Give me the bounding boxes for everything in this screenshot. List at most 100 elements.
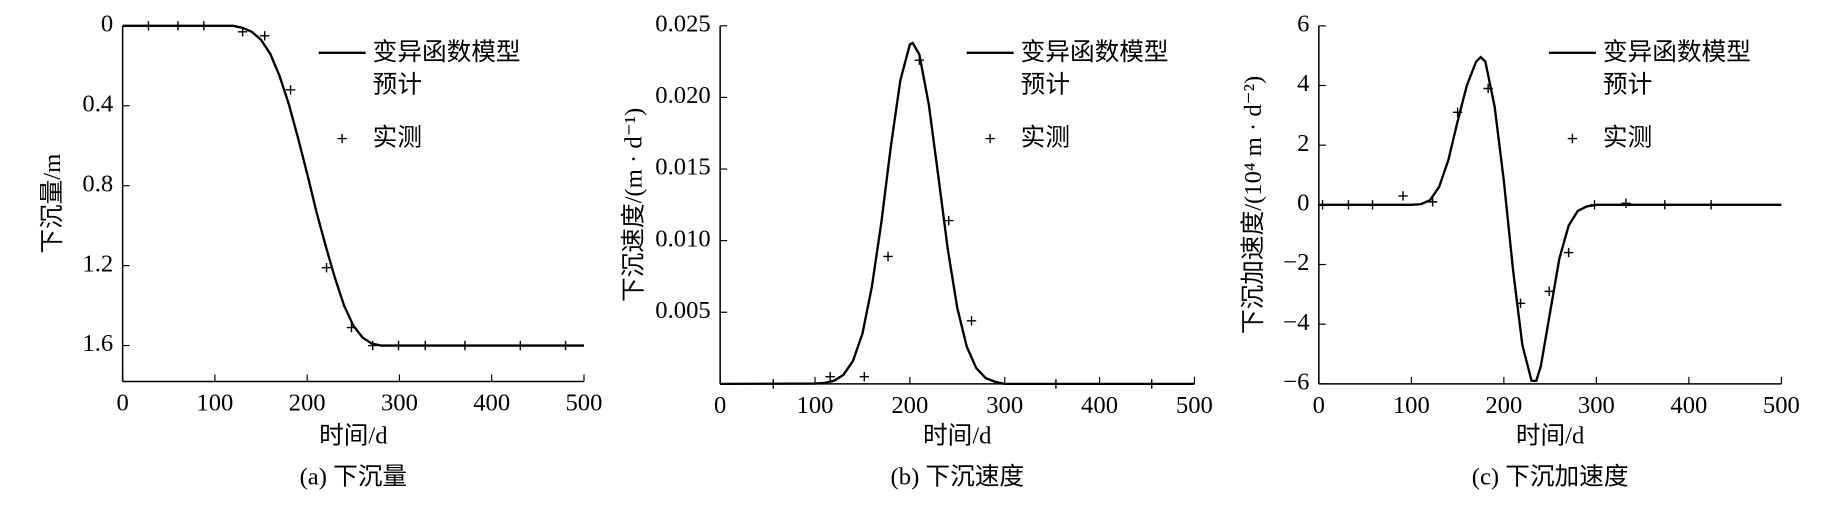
measured-point — [393, 340, 404, 351]
x-tick-label: 100 — [196, 390, 233, 417]
measured-point — [199, 21, 209, 31]
measured-point — [515, 340, 526, 351]
y-tick-label: 0.4 — [82, 90, 113, 117]
measured-point — [768, 379, 778, 389]
measured-point — [1706, 200, 1716, 210]
legend-entry: 实测 — [1020, 123, 1070, 152]
x-tick-label: 400 — [1081, 392, 1118, 419]
measured-point — [825, 372, 835, 382]
y-tick-label: 0 — [101, 10, 113, 37]
x-tick-label: 500 — [1176, 392, 1213, 419]
measured-point — [321, 262, 332, 273]
legend-entry: 实测 — [1602, 123, 1653, 152]
y-axis-label: 下沉加速度/(10⁴ m · d⁻²) — [1239, 76, 1267, 334]
x-tick-label: 500 — [1763, 392, 1800, 419]
y-tick-label: −6 — [1283, 369, 1309, 396]
y-tick-label: 0.8 — [82, 170, 113, 197]
model-line — [122, 24, 584, 347]
measured-point — [944, 215, 954, 226]
measured-point — [1343, 200, 1354, 210]
measured-point — [560, 340, 571, 351]
x-axis-label: 时间/d — [1516, 422, 1585, 450]
measured-point — [1621, 198, 1631, 209]
legend-entry: 变异函数模型预计 — [372, 37, 521, 99]
measured-point — [1515, 298, 1526, 309]
legend-label: 实测 — [1020, 123, 1070, 152]
measured-point — [237, 27, 248, 37]
model-line — [720, 41, 1195, 386]
measured-point — [859, 372, 870, 382]
model-line — [1318, 55, 1782, 383]
y-tick-label: 0 — [1297, 190, 1309, 217]
measured-point — [1563, 247, 1574, 258]
measured-point — [966, 316, 977, 326]
measured-point — [914, 55, 925, 65]
legend-entry: 实测 — [372, 123, 422, 152]
x-tick-label: 300 — [381, 390, 418, 417]
y-tick-label: 4 — [1297, 70, 1309, 97]
legend-label: 实测 — [1602, 123, 1653, 152]
measured-point — [173, 21, 183, 31]
measured-point — [1660, 200, 1670, 210]
y-tick-label: 0.010 — [655, 225, 710, 252]
measured-point — [420, 340, 430, 351]
legend-label: 实测 — [372, 123, 422, 152]
measured-point — [260, 31, 270, 41]
x-tick-label: 0 — [116, 390, 128, 417]
measured-point — [1544, 286, 1554, 297]
legend-entry: 变异函数模型预计 — [1602, 37, 1751, 99]
measured-point — [460, 340, 470, 351]
measured-point — [1051, 379, 1061, 389]
y-tick-label: 0.015 — [655, 154, 710, 181]
legend-label: 变异函数模型预计 — [372, 37, 521, 99]
x-tick-label: 300 — [1578, 392, 1615, 419]
x-tick-label: 400 — [1670, 392, 1707, 419]
y-tick-label: 2 — [1297, 130, 1309, 157]
measured-point — [285, 85, 296, 95]
y-tick-label: 1.2 — [82, 250, 113, 277]
measured-point — [1427, 197, 1438, 207]
y-axis-label: 下沉量/m — [38, 154, 66, 254]
y-axis-label: 下沉速度/(m · d⁻¹) — [619, 108, 647, 302]
measured-point — [1483, 83, 1493, 94]
legend-marker — [1567, 133, 1578, 144]
measured-point — [1452, 107, 1463, 118]
x-tick-label: 0 — [714, 392, 726, 419]
measured-point — [143, 21, 154, 31]
measured-point — [1367, 200, 1378, 210]
x-tick-label: 300 — [986, 392, 1023, 419]
x-tick-label: 500 — [565, 390, 602, 417]
legend-label: 变异函数模型预计 — [1020, 37, 1169, 99]
x-tick-label: 0 — [1313, 392, 1325, 419]
y-tick-label: 0.025 — [655, 10, 710, 37]
measured-point — [883, 251, 893, 262]
x-tick-label: 100 — [1393, 392, 1430, 419]
measured-point — [1589, 200, 1600, 210]
measured-point — [1147, 379, 1157, 389]
legend-label: 变异函数模型预计 — [1602, 37, 1751, 99]
y-tick-label: 1.6 — [82, 330, 113, 357]
legend-marker — [985, 133, 995, 144]
x-axis-label: 时间/d — [923, 422, 992, 450]
y-tick-label: 6 — [1297, 10, 1309, 37]
x-axis-label: 时间/d — [319, 422, 388, 450]
x-tick-label: 200 — [289, 390, 326, 417]
x-tick-label: 200 — [1485, 392, 1522, 419]
y-tick-label: −4 — [1283, 309, 1309, 336]
measured-point — [346, 322, 357, 333]
caption: (a) 下沉量 — [300, 463, 407, 491]
caption: (c) 下沉加速度 — [1472, 463, 1629, 491]
measured-point — [1317, 200, 1328, 210]
measured-point — [367, 340, 378, 351]
y-tick-label: 0.005 — [655, 297, 710, 324]
x-tick-label: 200 — [891, 392, 928, 419]
measured-point — [1398, 191, 1408, 201]
legend-entry: 变异函数模型预计 — [1020, 37, 1169, 99]
legend-marker — [337, 133, 347, 144]
y-tick-label: −2 — [1283, 249, 1309, 276]
caption: (b) 下沉速度 — [891, 463, 1024, 491]
x-tick-label: 400 — [473, 390, 510, 417]
y-tick-label: 0.020 — [655, 82, 710, 109]
